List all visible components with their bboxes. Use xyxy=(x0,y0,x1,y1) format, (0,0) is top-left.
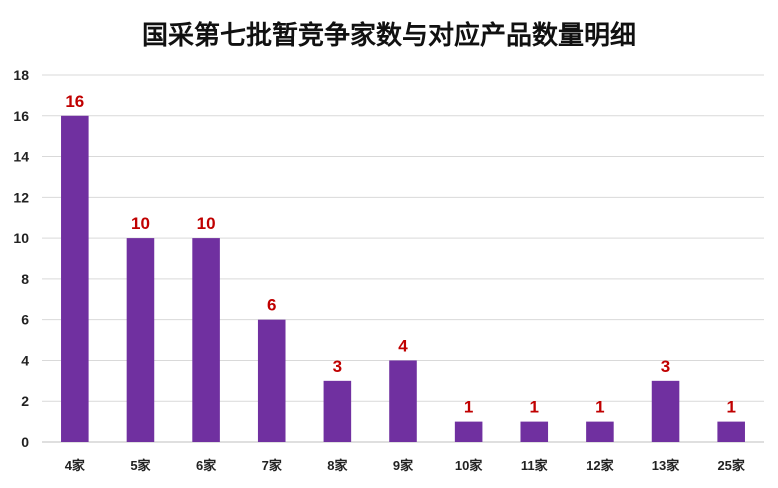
x-tick-label: 12家 xyxy=(586,458,614,473)
y-tick-label: 0 xyxy=(21,434,29,450)
data-label: 6 xyxy=(267,296,276,315)
y-tick-label: 16 xyxy=(13,108,29,124)
y-tick-label: 10 xyxy=(13,230,29,246)
x-tick-label: 6家 xyxy=(196,458,217,473)
x-tick-label: 5家 xyxy=(130,458,151,473)
bar xyxy=(651,380,680,442)
data-labels: 16 10 10 6 3 4 1 1 1 3 1 xyxy=(65,92,736,417)
bar xyxy=(192,238,220,442)
bar xyxy=(717,421,745,442)
gridlines xyxy=(42,74,764,443)
bar xyxy=(257,319,286,442)
data-label: 4 xyxy=(398,336,408,355)
data-label: 3 xyxy=(661,357,670,376)
y-tick-label: 4 xyxy=(21,352,29,368)
y-tick-label: 14 xyxy=(13,149,29,165)
x-tick-label: 7家 xyxy=(262,458,283,473)
x-tick-label: 13家 xyxy=(652,458,680,473)
x-tick-label: 10家 xyxy=(455,458,483,473)
x-tick-label: 11家 xyxy=(521,458,549,473)
x-tick-label: 9家 xyxy=(393,458,414,473)
y-tick-label: 12 xyxy=(13,189,29,205)
data-label: 16 xyxy=(65,92,84,111)
data-label: 1 xyxy=(464,398,473,417)
bar xyxy=(389,360,417,442)
bar xyxy=(126,238,155,442)
data-label: 3 xyxy=(333,357,342,376)
bars xyxy=(61,115,745,443)
bar xyxy=(586,421,614,442)
y-tick-label: 2 xyxy=(21,393,29,409)
data-label: 1 xyxy=(595,398,604,417)
y-tick-label: 8 xyxy=(21,271,29,287)
bar xyxy=(520,421,549,442)
data-label: 1 xyxy=(726,398,735,417)
x-tick-label: 4家 xyxy=(65,458,86,473)
bar xyxy=(454,421,483,442)
x-tick-label: 8家 xyxy=(327,458,348,473)
data-label: 1 xyxy=(530,398,539,417)
y-tick-label: 6 xyxy=(21,312,29,328)
data-label: 10 xyxy=(131,214,150,233)
y-axis-ticks: 0 2 4 6 8 10 12 14 16 18 xyxy=(13,67,29,450)
bar xyxy=(323,380,352,442)
data-label: 10 xyxy=(197,214,216,233)
x-tick-label: 25家 xyxy=(717,458,745,473)
chart-title: 国采第七批暂竞争家数与对应产品数量明细 xyxy=(142,20,636,50)
bar xyxy=(61,115,89,443)
x-axis-ticks: 4家 5家 6家 7家 8家 9家 10家 11家 12家 13家 25家 xyxy=(65,458,746,473)
y-tick-label: 18 xyxy=(13,67,29,83)
